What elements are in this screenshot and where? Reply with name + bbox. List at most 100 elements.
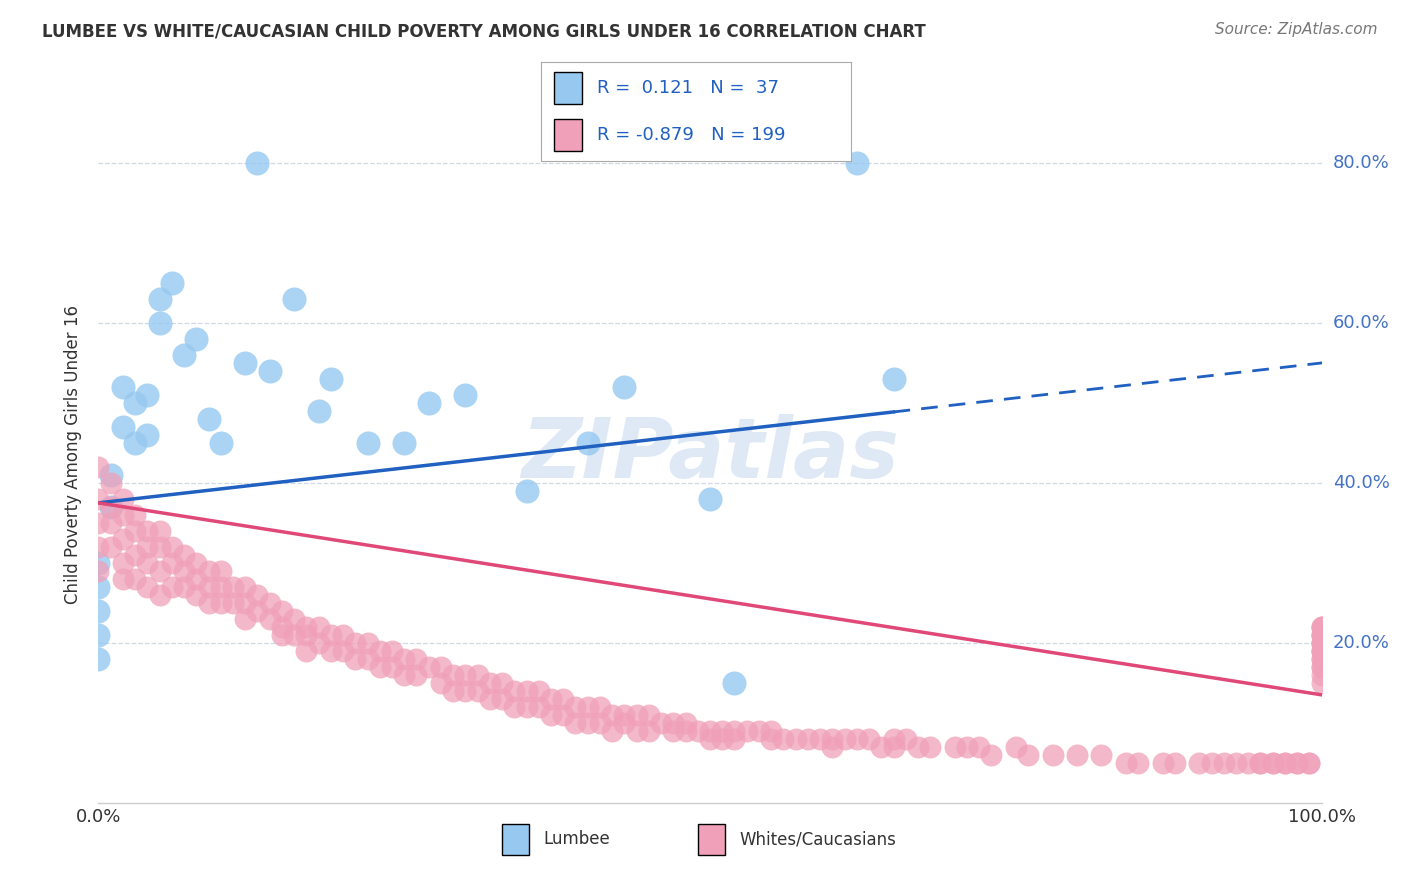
Point: [943, 739, 966, 754]
Point: [564, 699, 586, 714]
Point: [100, 475, 122, 490]
Point: [503, 699, 526, 714]
FancyBboxPatch shape: [697, 823, 724, 855]
Point: [1310, 628, 1333, 642]
Point: [662, 715, 685, 730]
Point: [870, 739, 893, 754]
Point: [1274, 756, 1296, 770]
Point: [405, 652, 427, 666]
Point: [1286, 756, 1309, 770]
Point: [136, 556, 159, 570]
Y-axis label: Child Poverty Among Girls Under 16: Child Poverty Among Girls Under 16: [65, 305, 83, 605]
Point: [637, 707, 661, 722]
Point: [259, 596, 281, 610]
Text: 60.0%: 60.0%: [1333, 314, 1389, 332]
Point: [222, 596, 245, 610]
Point: [1310, 628, 1333, 642]
Point: [332, 644, 354, 658]
Point: [894, 731, 917, 746]
Point: [368, 644, 391, 658]
Point: [478, 691, 501, 706]
Point: [100, 500, 122, 514]
Point: [430, 676, 453, 690]
Point: [356, 436, 378, 450]
Point: [1310, 652, 1333, 666]
Point: [149, 540, 172, 554]
Point: [149, 524, 172, 538]
Point: [662, 723, 685, 738]
Point: [613, 715, 636, 730]
Point: [797, 731, 820, 746]
Point: [100, 540, 122, 554]
Point: [259, 612, 281, 626]
Point: [1249, 756, 1271, 770]
Point: [600, 707, 623, 722]
Point: [441, 668, 464, 682]
Point: [87, 652, 110, 666]
Point: [576, 436, 599, 450]
Text: Whites/Caucasians: Whites/Caucasians: [740, 830, 896, 848]
Point: [283, 292, 305, 306]
Point: [515, 699, 537, 714]
Point: [136, 428, 159, 442]
Point: [1310, 620, 1333, 634]
Point: [222, 580, 245, 594]
Point: [1115, 756, 1137, 770]
Point: [344, 636, 367, 650]
Point: [100, 500, 122, 514]
Point: [637, 723, 661, 738]
Text: 40.0%: 40.0%: [1333, 474, 1389, 491]
Point: [197, 580, 219, 594]
Point: [430, 660, 453, 674]
Point: [553, 707, 575, 722]
Point: [209, 596, 232, 610]
Point: [626, 707, 648, 722]
Point: [111, 556, 134, 570]
Point: [883, 731, 905, 746]
Point: [100, 516, 122, 530]
Point: [772, 731, 794, 746]
Point: [136, 524, 159, 538]
Point: [1310, 636, 1333, 650]
Point: [87, 459, 110, 474]
Point: [564, 715, 586, 730]
Point: [675, 723, 697, 738]
Point: [111, 491, 134, 506]
Point: [160, 540, 183, 554]
Point: [87, 564, 110, 578]
Point: [308, 404, 330, 418]
Point: [540, 691, 562, 706]
Point: [686, 723, 709, 738]
Point: [1004, 739, 1026, 754]
Point: [723, 676, 745, 690]
Point: [87, 491, 110, 506]
Point: [576, 699, 599, 714]
Point: [173, 548, 195, 562]
Point: [576, 715, 599, 730]
Point: [723, 723, 745, 738]
Point: [845, 156, 868, 170]
Point: [1298, 756, 1320, 770]
Point: [295, 620, 318, 634]
Point: [1090, 747, 1112, 762]
Point: [761, 723, 783, 738]
Point: [87, 556, 110, 570]
Point: [418, 396, 440, 410]
Point: [613, 707, 636, 722]
Point: [1249, 756, 1271, 770]
Point: [1261, 756, 1284, 770]
Point: [1310, 660, 1333, 674]
Point: [308, 636, 330, 650]
Point: [821, 731, 844, 746]
Point: [1066, 747, 1088, 762]
Point: [233, 596, 256, 610]
Point: [1310, 676, 1333, 690]
Point: [356, 652, 378, 666]
Point: [920, 739, 942, 754]
Point: [246, 604, 269, 618]
Point: [209, 564, 232, 578]
Point: [173, 580, 195, 594]
Point: [613, 380, 636, 394]
FancyBboxPatch shape: [554, 120, 582, 151]
Point: [124, 548, 146, 562]
